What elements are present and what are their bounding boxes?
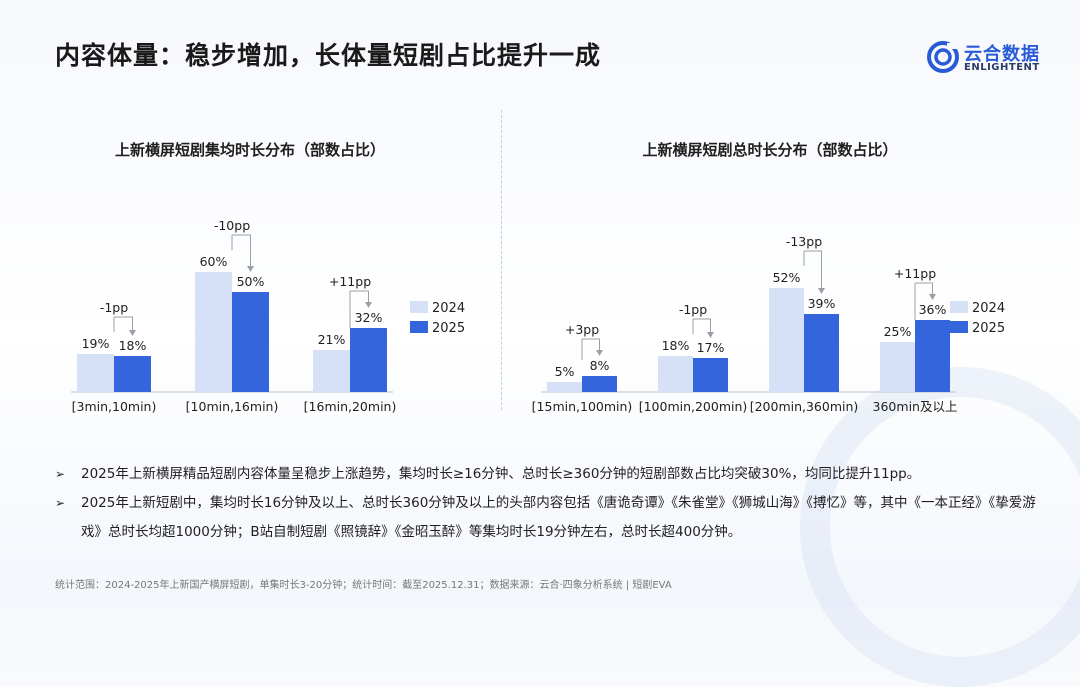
bar-2024 — [77, 354, 114, 392]
data-label-2024: 52% — [773, 270, 801, 285]
logo-text-en: ENLIGHTENT — [964, 62, 1040, 73]
legend-label-2025: 2025 — [432, 321, 465, 336]
legend-swatch-2024 — [410, 301, 428, 313]
summary-bullets: ➢ 2025年上新横屏精品短剧内容体量呈稳步上涨趋势，集均时长≥16分钟、总时长… — [55, 460, 1045, 547]
change-annotation: -1pp — [100, 300, 128, 315]
data-label-2024: 25% — [884, 324, 912, 339]
category-label: [3min,10min) — [72, 399, 157, 414]
annotation-arrow-head — [247, 266, 254, 272]
annotation-arrow-line — [693, 318, 711, 336]
change-annotation: -13pp — [786, 234, 822, 249]
bar-2025 — [915, 320, 950, 392]
bar-2024 — [880, 342, 915, 392]
bullet-text: 2025年上新短剧中，集均时长16分钟及以上、总时长360分钟及以上的头部内容包… — [81, 495, 1036, 540]
data-label-2025: 39% — [808, 296, 836, 311]
annotation-arrow-head — [365, 302, 372, 308]
legend-label-2024: 2024 — [972, 301, 1005, 316]
page-title: 内容体量：稳步增加，长体量短剧占比提升一成 — [55, 41, 602, 70]
chart-title: 上新横屏短剧集均时长分布（部数占比） — [115, 141, 385, 159]
bar-2025 — [693, 358, 728, 392]
bar-2025 — [232, 292, 269, 392]
legend-swatch-2024 — [950, 301, 968, 313]
change-annotation: -10pp — [214, 218, 250, 233]
bar-2024 — [313, 350, 350, 392]
bar-2025 — [804, 314, 839, 392]
bullet-item: ➢ 2025年上新短剧中，集均时长16分钟及以上、总时长360分钟及以上的头部内… — [55, 489, 1045, 547]
chart-divider — [501, 110, 502, 410]
data-label-2024: 60% — [200, 254, 228, 269]
annotation-arrow-line — [350, 290, 369, 306]
chart-episode-duration: 上新横屏短剧集均时长分布（部数占比） 19% 18% [3min,10min) -1pp… — [71, 141, 465, 414]
arrow-bullet-icon: ➢ — [55, 467, 66, 481]
data-label-2025: 32% — [355, 310, 383, 325]
data-label-2025: 8% — [590, 358, 610, 373]
change-annotation: -1pp — [679, 302, 707, 317]
annotation-arrow-head — [129, 330, 136, 336]
footer-note: 统计范围：2024-2025年上新国产横屏短剧，单集时长3-20分钟；统计时间：… — [55, 580, 672, 591]
data-label-2024: 21% — [318, 332, 346, 347]
chart-total-duration: 上新横屏短剧总时长分布（部数占比） 5% 8% [15min,100min) +3pp 1… — [532, 141, 1005, 414]
category-label: [100min,200min) — [639, 399, 748, 414]
data-label-2025: 17% — [697, 340, 725, 355]
category-label: 360min及以上 — [873, 399, 958, 414]
annotation-arrow-line — [915, 282, 933, 298]
annotation-arrow-head — [707, 332, 714, 338]
bar-2024 — [658, 356, 693, 392]
data-label-2024: 5% — [555, 364, 575, 379]
legend-label-2024: 2024 — [432, 301, 465, 316]
logo-text-cn: 云合数据 — [964, 44, 1040, 65]
annotation-arrow-line — [804, 250, 822, 292]
bar-2024 — [195, 272, 232, 392]
category-label: [10min,16min) — [186, 399, 279, 414]
bar-2024 — [547, 382, 582, 392]
bar-2025 — [350, 328, 387, 392]
brand-logo: 云合数据 ENLIGHTENT — [926, 40, 1046, 76]
bar-2025 — [114, 356, 151, 392]
data-label-2025: 18% — [119, 338, 147, 353]
bullet-text: 2025年上新横屏精品短剧内容体量呈稳步上涨趋势，集均时长≥16分钟、总时长≥3… — [81, 466, 921, 482]
bar-2025 — [582, 376, 617, 392]
change-annotation: +3pp — [565, 322, 599, 337]
arrow-bullet-icon: ➢ — [55, 496, 66, 510]
data-label-2024: 18% — [662, 338, 690, 353]
legend-swatch-2025 — [950, 321, 968, 333]
legend-swatch-2025 — [410, 321, 428, 333]
change-annotation: +11pp — [329, 274, 371, 289]
annotation-arrow-head — [596, 350, 603, 356]
bar-2024 — [769, 288, 804, 392]
legend-label-2025: 2025 — [972, 321, 1005, 336]
annotation-arrow-head — [929, 294, 936, 300]
data-label-2025: 50% — [237, 274, 265, 289]
category-label: [15min,100min) — [532, 399, 633, 414]
chart-title: 上新横屏短剧总时长分布（部数占比） — [642, 141, 897, 159]
logo-icon — [927, 41, 959, 73]
bullet-item: ➢ 2025年上新横屏精品短剧内容体量呈稳步上涨趋势，集均时长≥16分钟、总时长… — [55, 460, 1045, 489]
annotation-arrow-line — [114, 316, 133, 334]
category-label: [200min,360min) — [750, 399, 859, 414]
change-annotation: +11pp — [894, 266, 936, 281]
annotation-arrow-line — [582, 338, 600, 354]
data-label-2024: 19% — [82, 336, 110, 351]
annotation-arrow-head — [818, 288, 825, 294]
annotation-arrow-line — [232, 234, 251, 270]
data-label-2025: 36% — [919, 302, 947, 317]
category-label: [16min,20min) — [304, 399, 397, 414]
